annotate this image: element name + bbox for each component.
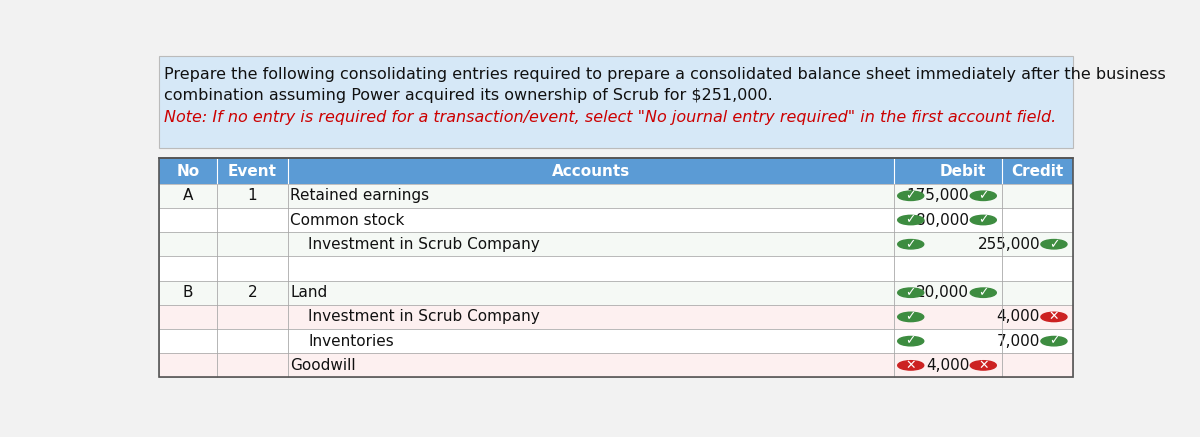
Text: ✓: ✓ (906, 310, 916, 323)
Text: ✓: ✓ (906, 189, 916, 202)
FancyBboxPatch shape (160, 56, 1073, 148)
Text: Accounts: Accounts (552, 163, 630, 179)
Text: 255,000: 255,000 (977, 237, 1040, 252)
FancyBboxPatch shape (160, 281, 1073, 305)
Circle shape (1040, 312, 1067, 322)
Text: Prepare the following consolidating entries required to prepare a consolidated b: Prepare the following consolidating entr… (164, 66, 1165, 82)
Text: 7,000: 7,000 (997, 333, 1040, 349)
Text: Investment in Scrub Company: Investment in Scrub Company (308, 237, 540, 252)
Circle shape (898, 336, 924, 346)
Text: ✓: ✓ (906, 286, 916, 299)
Text: ✓: ✓ (1049, 335, 1060, 348)
Text: Event: Event (228, 163, 277, 179)
Circle shape (1040, 239, 1067, 249)
FancyBboxPatch shape (160, 353, 1073, 378)
Text: 2: 2 (247, 285, 257, 300)
Text: B: B (182, 285, 193, 300)
Text: Investment in Scrub Company: Investment in Scrub Company (308, 309, 540, 324)
Text: 175,000: 175,000 (907, 188, 970, 203)
Text: Goodwill: Goodwill (290, 358, 356, 373)
Circle shape (898, 191, 924, 201)
Text: Inventories: Inventories (308, 333, 394, 349)
Text: ✓: ✓ (1049, 238, 1060, 251)
Text: A: A (182, 188, 193, 203)
Text: ✕: ✕ (978, 359, 989, 372)
Circle shape (898, 288, 924, 298)
Text: ✓: ✓ (906, 335, 916, 348)
Text: 1: 1 (247, 188, 257, 203)
Text: ✓: ✓ (978, 286, 989, 299)
Text: Note: If no entry is required for a transaction/event, select "No journal entry : Note: If no entry is required for a tran… (164, 110, 1056, 125)
FancyBboxPatch shape (160, 184, 1073, 208)
Text: Debit: Debit (940, 163, 986, 179)
Text: ✓: ✓ (978, 214, 989, 226)
Text: 80,000: 80,000 (917, 212, 970, 228)
Text: ✓: ✓ (978, 189, 989, 202)
Text: combination assuming Power acquired its ownership of Scrub for $251,000.: combination assuming Power acquired its … (164, 88, 773, 103)
Text: No: No (176, 163, 199, 179)
Circle shape (971, 191, 996, 201)
FancyBboxPatch shape (160, 257, 1073, 281)
FancyBboxPatch shape (160, 329, 1073, 353)
FancyBboxPatch shape (160, 208, 1073, 232)
FancyBboxPatch shape (160, 159, 1073, 184)
Text: ✓: ✓ (906, 214, 916, 226)
Text: Credit: Credit (1012, 163, 1063, 179)
Text: ✕: ✕ (906, 359, 916, 372)
Text: 4,000: 4,000 (926, 358, 970, 373)
Text: ✓: ✓ (906, 238, 916, 251)
FancyBboxPatch shape (160, 305, 1073, 329)
Text: ✕: ✕ (1049, 310, 1060, 323)
Circle shape (1040, 336, 1067, 346)
Text: Land: Land (290, 285, 328, 300)
Circle shape (898, 312, 924, 322)
Circle shape (971, 215, 996, 225)
Text: 20,000: 20,000 (917, 285, 970, 300)
Circle shape (898, 215, 924, 225)
Circle shape (898, 361, 924, 370)
Text: Common stock: Common stock (290, 212, 404, 228)
Circle shape (971, 361, 996, 370)
Circle shape (898, 239, 924, 249)
FancyBboxPatch shape (160, 232, 1073, 257)
Text: Retained earnings: Retained earnings (290, 188, 430, 203)
Text: 4,000: 4,000 (997, 309, 1040, 324)
Circle shape (971, 288, 996, 298)
